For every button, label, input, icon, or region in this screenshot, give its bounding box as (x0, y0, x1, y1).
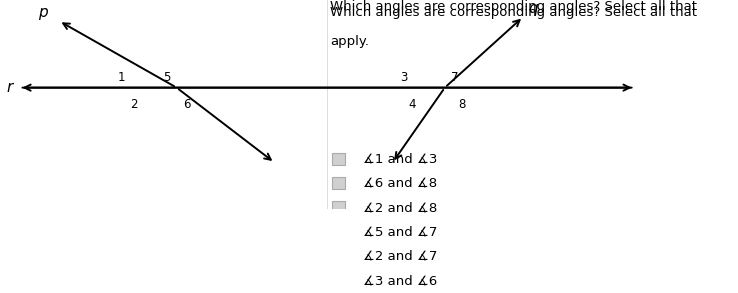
Text: Which angles are corresponding angles? Select all that: Which angles are corresponding angles? S… (331, 0, 697, 13)
Text: q: q (528, 1, 538, 16)
Text: 6: 6 (183, 98, 190, 111)
Text: 4: 4 (408, 98, 415, 111)
FancyBboxPatch shape (332, 226, 345, 238)
Text: Which angles are corresponding angles? Select all that: Which angles are corresponding angles? S… (331, 6, 697, 19)
Text: p: p (38, 5, 47, 20)
FancyBboxPatch shape (332, 153, 345, 165)
Text: r: r (7, 80, 13, 95)
Text: 7: 7 (451, 71, 458, 84)
FancyBboxPatch shape (332, 177, 345, 189)
Text: ∡2 and ∡8: ∡2 and ∡8 (363, 201, 438, 214)
Text: ∡6 and ∡8: ∡6 and ∡8 (363, 176, 437, 190)
Text: 8: 8 (458, 98, 466, 111)
Text: apply.: apply. (331, 35, 369, 48)
Text: 5: 5 (163, 71, 170, 84)
Text: ∡5 and ∡7: ∡5 and ∡7 (363, 225, 438, 238)
Text: ∡2 and ∡7: ∡2 and ∡7 (363, 250, 438, 263)
FancyBboxPatch shape (332, 201, 345, 214)
Text: 2: 2 (131, 98, 138, 111)
Text: 3: 3 (401, 71, 408, 84)
FancyBboxPatch shape (332, 250, 345, 262)
FancyBboxPatch shape (332, 275, 345, 287)
Text: ∡3 and ∡6: ∡3 and ∡6 (363, 274, 438, 287)
Text: 1: 1 (117, 71, 125, 84)
Text: ∡1 and ∡3: ∡1 and ∡3 (363, 152, 438, 165)
